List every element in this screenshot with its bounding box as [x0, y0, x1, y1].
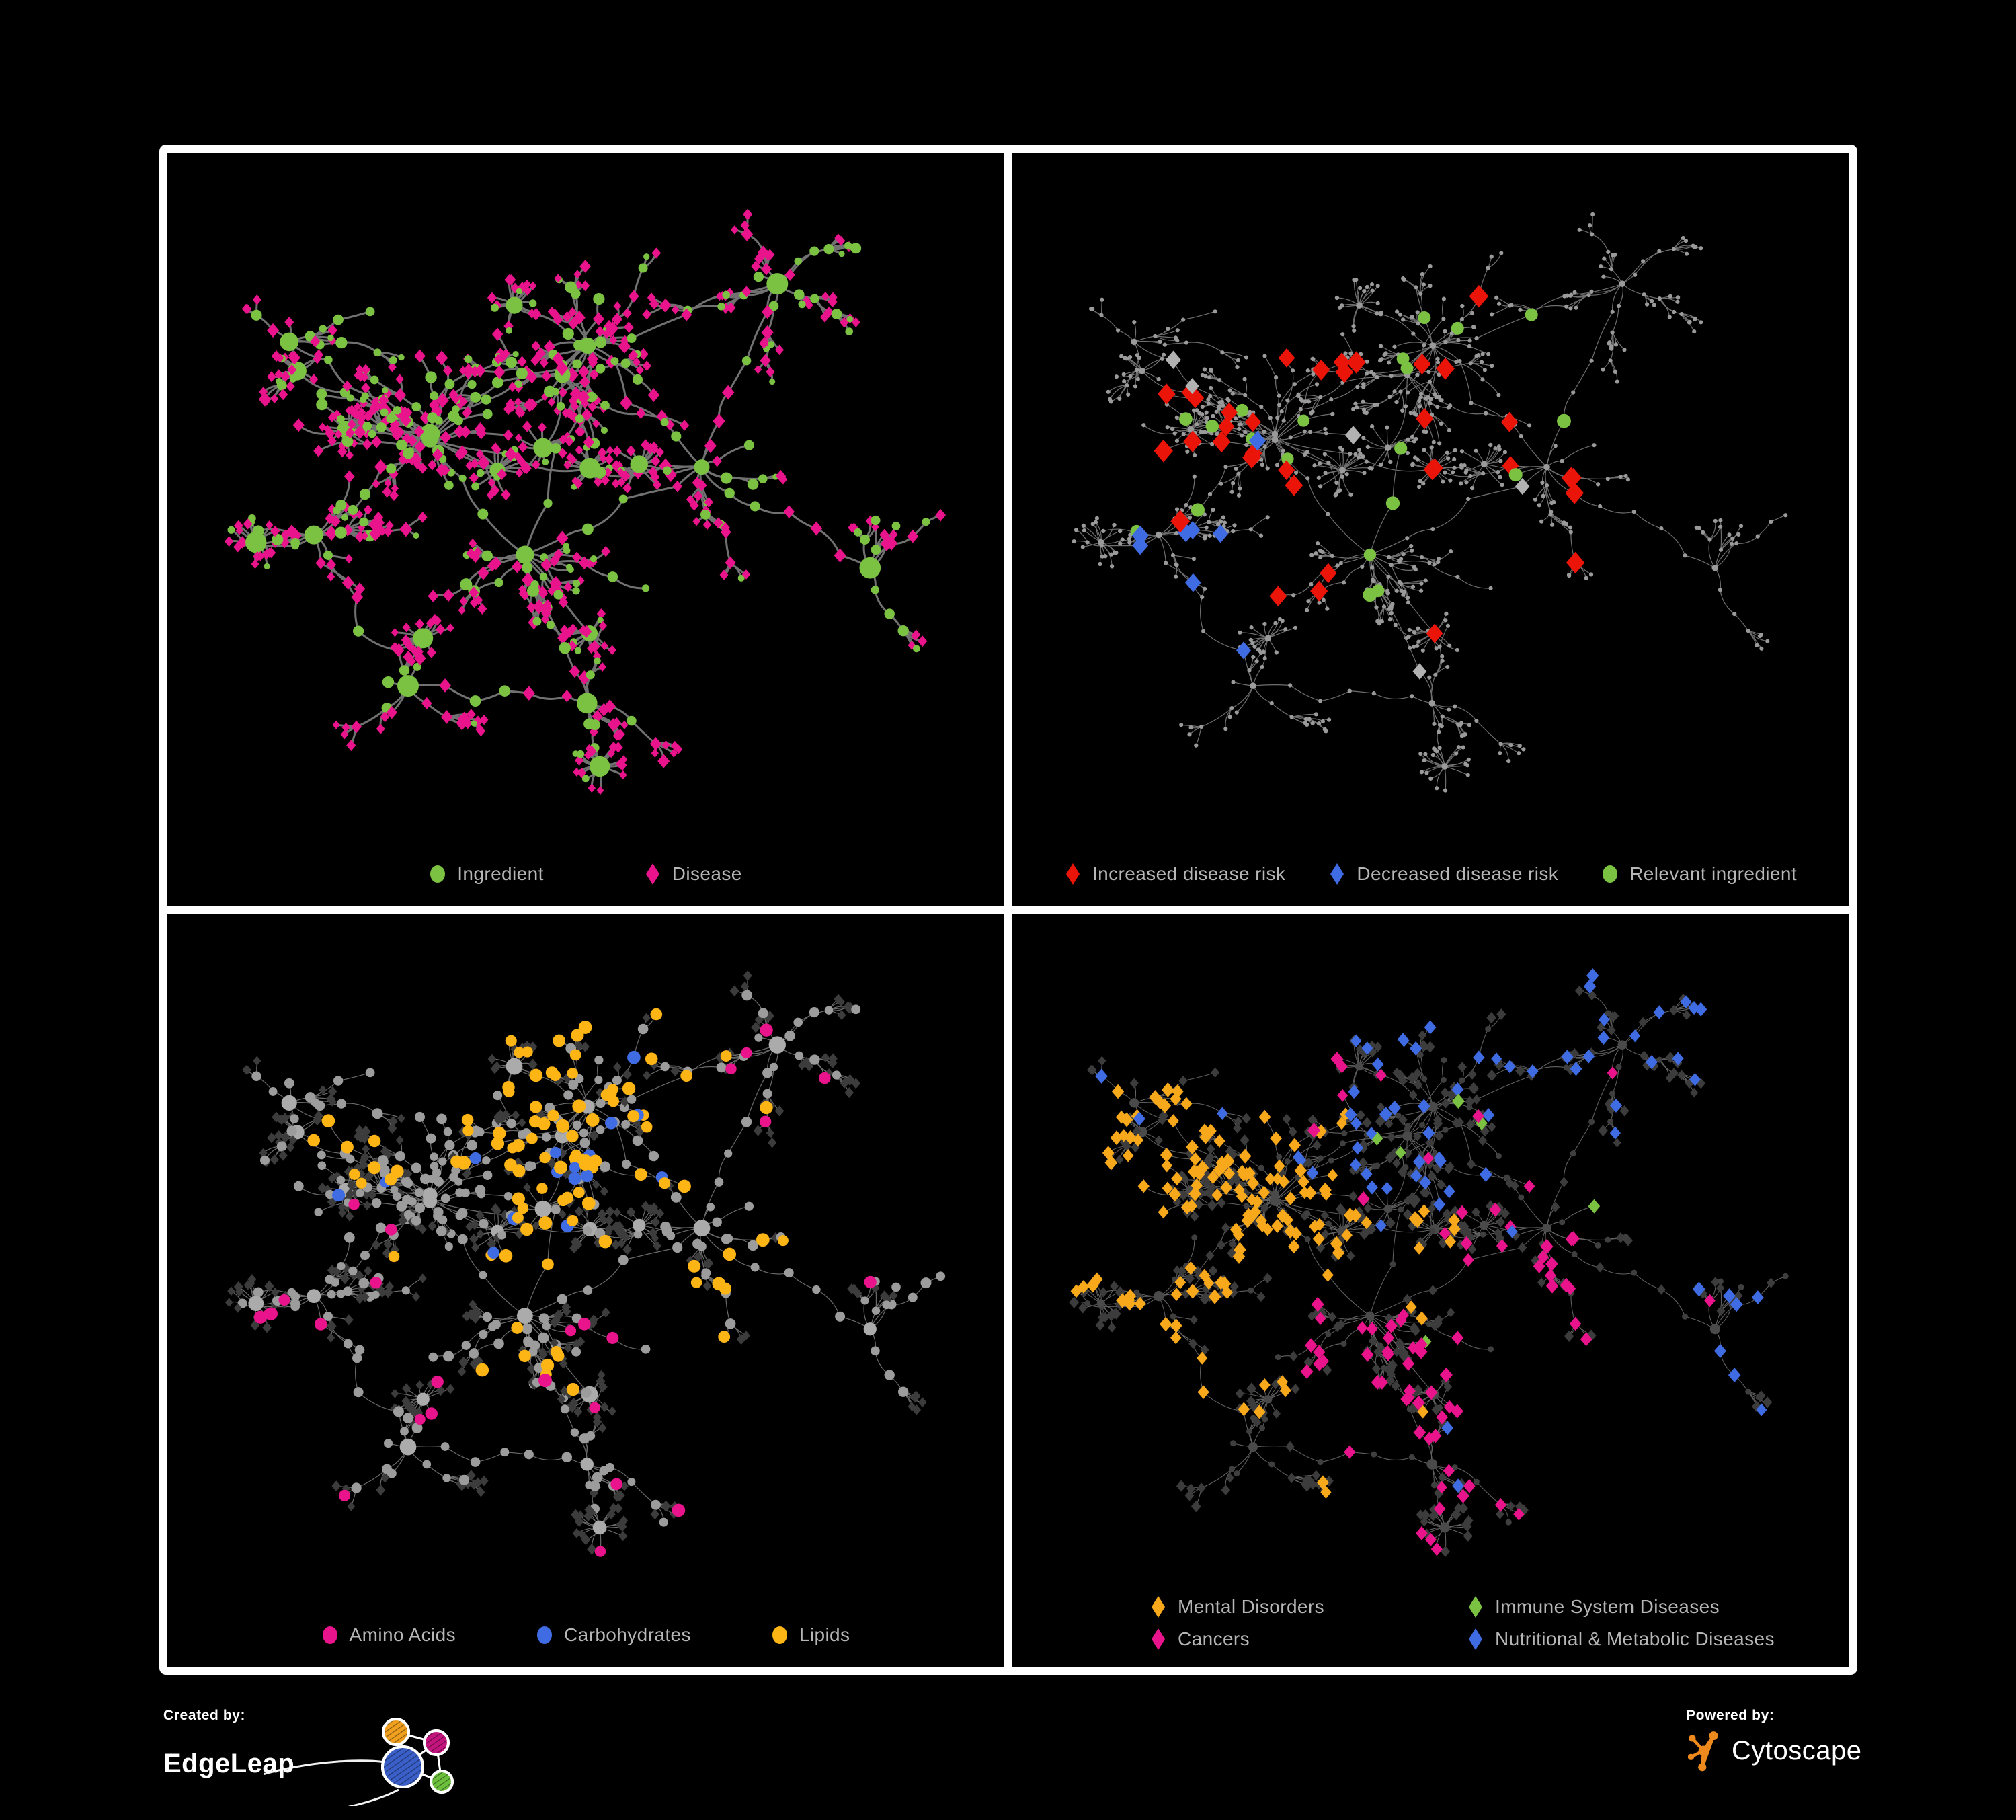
legend-nutrient-classes: Amino Acids Carbohydrates Lipids	[167, 1624, 1004, 1647]
legend-item: Immune System Diseases	[1467, 1595, 1775, 1618]
network-canvas-nutrient-classes	[225, 970, 946, 1557]
powered-by-block: Powered by: Cytoscape	[1686, 1708, 1861, 1774]
created-by-block: Created by: EdgeLeap	[163, 1708, 513, 1806]
legend-diamond-marker	[1065, 863, 1080, 885]
legend-diamond-marker	[1152, 1596, 1165, 1618]
legend-item: Relevant ingredient	[1602, 863, 1797, 885]
legend-label: Nutritional & Metabolic Diseases	[1495, 1628, 1775, 1649]
legend-item: Cancers	[1150, 1628, 1467, 1651]
legend-label: Mental Disorders	[1178, 1596, 1325, 1617]
legend-label: Disease	[672, 863, 742, 884]
legend-disease-classes: Mental Disorders Immune System Diseases Ca…	[1150, 1595, 1775, 1651]
legend-diamond-marker	[645, 863, 659, 885]
legend-circle-marker	[322, 1626, 337, 1644]
legend-diamond-marker	[1330, 863, 1344, 885]
legend-item: Increased disease risk	[1065, 863, 1285, 885]
legend-disease-risk: Increased disease risk Decreased disease …	[1012, 863, 1849, 885]
network-canvas-disease-classes	[1069, 968, 1789, 1557]
powered-by-label: Powered by:	[1686, 1708, 1775, 1723]
cytoscape-wordmark: Cytoscape	[1732, 1735, 1862, 1766]
figure-frame: Ingredient Disease Increased disease risk…	[159, 145, 1857, 1675]
legend-ingredient-disease: Ingredient Disease	[167, 863, 1004, 885]
legend-label: Relevant ingredient	[1629, 863, 1798, 884]
edgeleap-logo-icon	[264, 1718, 454, 1806]
panel-nutrient-classes: Amino Acids Carbohydrates Lipids	[167, 914, 1004, 1667]
legend-item: Decreased disease risk	[1329, 863, 1558, 885]
legend-diamond-marker	[1469, 1596, 1482, 1618]
legend-item: Nutritional & Metabolic Diseases	[1467, 1628, 1775, 1651]
legend-label: Carbohydrates	[564, 1624, 691, 1645]
legend-circle-marker	[537, 1626, 553, 1644]
legend-label: Cancers	[1178, 1628, 1250, 1649]
legend-label: Ingredient	[457, 863, 544, 884]
cytoscape-logo-icon	[1687, 1731, 1718, 1772]
network-canvas-ingredient-disease	[225, 208, 946, 795]
legend-circle-marker	[430, 865, 446, 883]
legend-item: Amino Acids	[322, 1624, 456, 1647]
network-canvas-disease-risk	[1072, 212, 1788, 793]
edgeleap-wordmark: EdgeLeap	[163, 1748, 295, 1778]
legend-label: Decreased disease risk	[1357, 863, 1559, 884]
legend-label: Immune System Diseases	[1495, 1596, 1720, 1617]
legend-diamond-marker	[1152, 1628, 1165, 1650]
legend-item: Ingredient	[430, 863, 544, 885]
legend-item: Disease	[645, 863, 742, 885]
legend-item: Lipids	[772, 1624, 850, 1647]
panel-disease-risk: Increased disease risk Decreased disease …	[1012, 153, 1849, 906]
panel-ingredient-disease: Ingredient Disease	[167, 153, 1004, 906]
legend-label: Lipids	[799, 1624, 850, 1645]
legend-circle-marker	[772, 1626, 787, 1644]
legend-item: Carbohydrates	[536, 1624, 691, 1647]
panel-disease-classes: Mental Disorders Immune System Diseases Ca…	[1012, 914, 1849, 1667]
legend-label: Amino Acids	[349, 1624, 456, 1645]
legend-diamond-marker	[1469, 1628, 1482, 1650]
created-by-label: Created by:	[163, 1708, 246, 1723]
legend-item: Mental Disorders	[1150, 1595, 1467, 1618]
legend-circle-marker	[1603, 865, 1618, 883]
legend-label: Increased disease risk	[1092, 863, 1286, 884]
